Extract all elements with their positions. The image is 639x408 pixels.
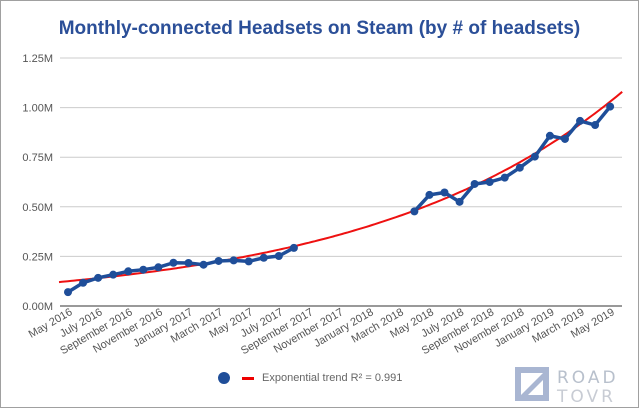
data-point	[485, 178, 494, 186]
data-point	[259, 253, 268, 262]
data-point	[244, 257, 253, 266]
data-point	[530, 152, 539, 161]
y-tick-label: 0.25M	[22, 251, 53, 263]
data-point	[515, 163, 524, 172]
y-tick-label: 0.50M	[22, 202, 53, 214]
data-point	[184, 258, 193, 267]
data-point	[591, 121, 600, 130]
data-point	[289, 243, 298, 252]
data-point	[139, 265, 148, 274]
data-point	[214, 256, 223, 265]
data-point	[94, 273, 103, 282]
data-point	[500, 173, 509, 182]
data-point	[455, 197, 464, 206]
data-point	[440, 188, 449, 197]
data-point	[545, 131, 554, 140]
data-point	[79, 278, 88, 287]
trend-line	[58, 91, 623, 284]
legend-trend-marker	[242, 376, 254, 380]
data-point	[229, 256, 238, 265]
data-point	[154, 263, 163, 272]
data-point	[169, 258, 178, 267]
data-point	[199, 260, 208, 269]
legend-trend-label: Exponential trend R² = 0.991	[262, 372, 403, 384]
y-tick-label: 1.00M	[22, 103, 53, 115]
data-point	[274, 252, 283, 261]
svg-text:TOVR: TOVR	[556, 387, 616, 404]
legend: Exponential trend R² = 0.991	[218, 372, 402, 384]
data-point	[560, 134, 569, 143]
y-tick-label: 0.00M	[22, 301, 53, 313]
data-point	[410, 207, 419, 216]
data-point	[425, 190, 434, 199]
data-point	[109, 270, 118, 279]
series-line	[67, 246, 295, 294]
data-point	[606, 102, 615, 111]
data-point	[576, 116, 585, 125]
road-to-vr-logo: ROAD TOVR	[515, 367, 619, 404]
legend-series-marker	[218, 372, 230, 384]
svg-text:ROAD: ROAD	[557, 368, 619, 388]
y-tick-label: 1.25M	[22, 53, 53, 65]
y-tick-label: 0.75M	[22, 152, 53, 164]
data-point	[470, 179, 479, 188]
chart-title: Monthly-connected Headsets on Steam (by …	[58, 18, 581, 39]
data-point	[124, 267, 133, 276]
data-point	[64, 288, 72, 297]
